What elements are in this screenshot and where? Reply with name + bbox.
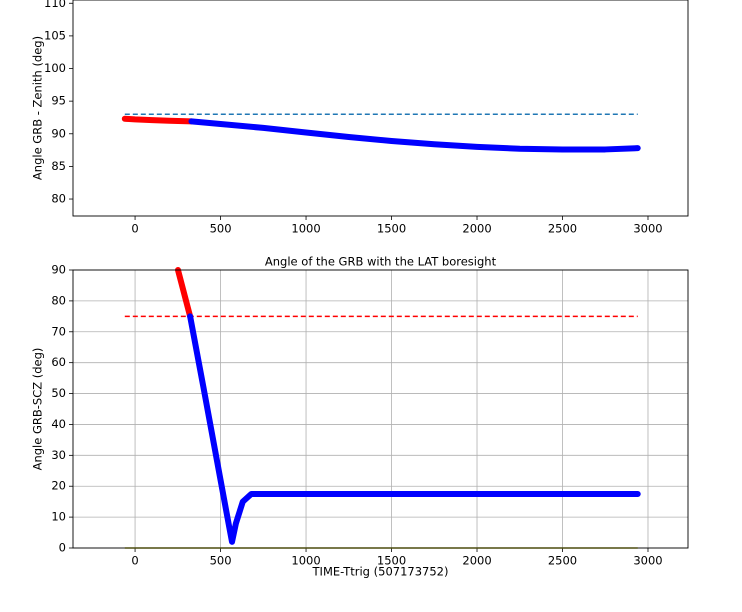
- y-tick-label: 70: [51, 324, 66, 338]
- subplot: 0 10 20 30 40 50 60 70 80 90 0 500 1000 1500 2000 2500 3…: [31, 255, 689, 579]
- x-tick-label: 2500: [548, 554, 577, 568]
- y-tick-label: 0: [59, 541, 66, 555]
- y-tick-label: 90: [51, 263, 66, 277]
- y-tick-label: 90: [51, 126, 66, 140]
- marker-line: [174, 267, 194, 320]
- x-tick-label: 2000: [462, 222, 491, 236]
- y-tick-label: 50: [51, 386, 66, 400]
- x-tick-label: 3000: [633, 554, 662, 568]
- y-tick-label: 95: [51, 94, 66, 108]
- y-tick-label: 110: [44, 0, 66, 10]
- y-axis-label: Angle GRB-SCZ (deg): [31, 348, 45, 471]
- x-tick-label: 0: [131, 554, 138, 568]
- x-tick-label: 1000: [291, 554, 320, 568]
- x-tick-label: 1500: [377, 222, 406, 236]
- x-tick-label: 2500: [548, 222, 577, 236]
- chart-title: Angle of the GRB with the LAT boresight: [265, 255, 497, 269]
- x-axis-label: TIME-Ttrig (507173752): [312, 565, 449, 579]
- y-tick-label: 60: [51, 355, 66, 369]
- x-tick-label: 500: [210, 222, 232, 236]
- y-tick-label: 10: [51, 510, 66, 524]
- y-tick-label: 100: [44, 61, 66, 75]
- y-tick-label: 85: [51, 159, 66, 173]
- subplot: 80 85 90 95 100 105 110 0 500 1000 1500 2000 2500 300…: [31, 0, 689, 236]
- marker-line: [187, 313, 641, 545]
- y-tick-label: 20: [51, 479, 66, 493]
- x-tick-label: 0: [131, 222, 138, 236]
- y-tick-label: 80: [51, 192, 66, 206]
- y-tick-label: 30: [51, 448, 66, 462]
- y-axis-label: Angle GRB - Zenith (deg): [31, 36, 45, 180]
- marker-line: [188, 118, 641, 153]
- x-tick-label: 1500: [377, 554, 406, 568]
- x-tick-label: 500: [210, 554, 232, 568]
- axes-frame: [72, 269, 689, 549]
- x-tick-label: 2000: [462, 554, 491, 568]
- y-tick-label: 80: [51, 293, 66, 307]
- marker-line: [121, 115, 195, 125]
- y-tick-label: 40: [51, 417, 66, 431]
- y-tick-label: 105: [44, 28, 66, 42]
- x-tick-label: 3000: [633, 222, 662, 236]
- axes-frame: [72, 0, 689, 217]
- x-tick-label: 1000: [291, 222, 320, 236]
